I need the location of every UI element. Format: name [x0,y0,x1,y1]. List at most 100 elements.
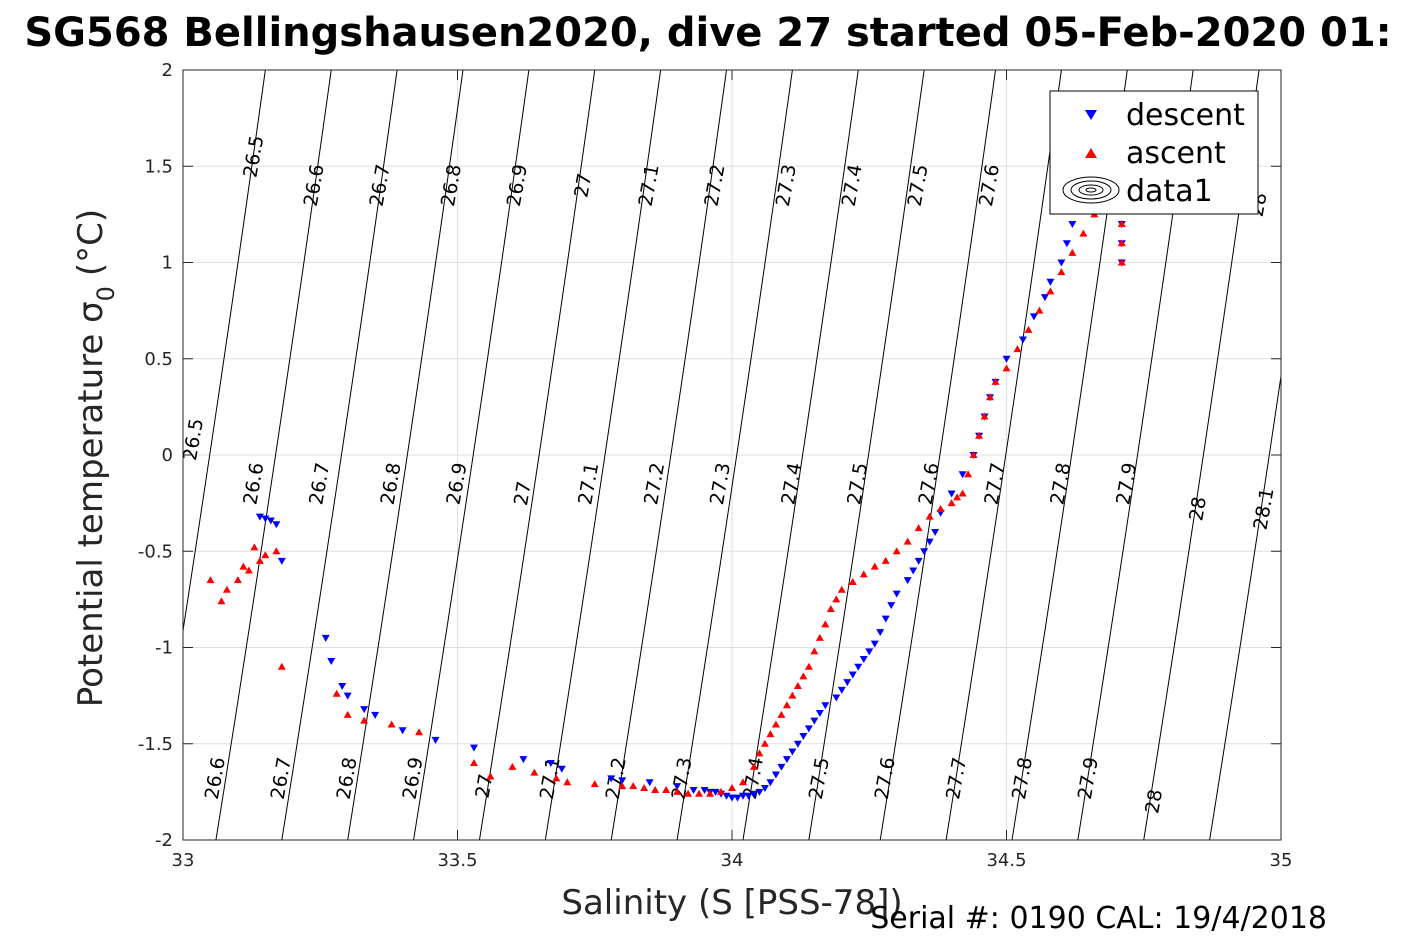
descent-point-40 [837,686,846,694]
descent-point-47 [793,740,802,748]
ascent-point-70 [387,720,396,728]
ascent-point-17 [980,412,989,420]
isopycnal-line-27.5 [808,70,925,840]
ascent-point-28 [892,547,901,555]
legend-label-ascent: ascent [1126,136,1226,171]
ascent-point-42 [788,691,797,699]
ascent-point-29 [881,556,890,564]
contour-label-44: 28 [1141,788,1167,816]
isopycnal-line-27.3 [676,70,793,840]
ascent-point-51 [728,784,736,792]
isopycnal-line-27.1 [544,70,662,840]
y-tick-label-4: 0 [162,445,173,466]
descent-point-58 [733,794,742,802]
descent-point-36 [859,656,868,664]
descent-point-52 [766,779,775,787]
descent-point-10 [1057,259,1066,267]
descent-point-31 [887,602,896,610]
descent-point-12 [1040,294,1049,302]
descent-point-76 [371,711,380,719]
isopycnal-line-26.9 [413,70,530,840]
ascent-point-35 [826,605,835,612]
ascent-point-10 [1046,287,1055,295]
ascent-point-64 [552,774,561,782]
descent-point-83 [272,521,281,529]
ascent-point-14 [1002,364,1011,372]
isopycnal-line-27.2 [610,70,728,840]
ascent-point-66 [508,762,517,770]
ascent-point-52 [717,787,726,795]
x-tick-label-3: 34.5 [986,850,1026,871]
ascent-point-32 [848,578,857,586]
isopycnal-line-26.6 [215,70,332,840]
ascent-point-56 [673,787,682,795]
ascent-point-53 [706,789,715,797]
descent-point-8 [1068,221,1077,228]
descent-point-54 [755,788,764,796]
descent-point-75 [398,727,407,735]
descent-point-42 [821,702,830,710]
descent-point-26 [920,548,929,556]
descent-point-65 [689,786,698,794]
ascent-point-62 [590,780,599,788]
ascent-point-49 [749,762,758,770]
x-tick-label-4: 35 [1270,850,1293,871]
series-ascent [206,185,1126,797]
ascent-point-23 [947,499,956,507]
legend-entry-data1: data1 [1062,174,1213,209]
ascent-point-12 [1024,325,1033,333]
ascent-point-84 [206,576,215,584]
ascent-point-80 [239,562,248,570]
ascent-point-67 [486,772,495,780]
isopycnal-line-27.4 [742,70,859,840]
ascent-point-61 [618,782,627,790]
isopycnal-line-26.5 [183,70,266,634]
descent-point-38 [848,671,857,679]
ascent-point-8 [1068,248,1077,256]
ascent-point-26 [914,524,923,532]
ascent-point-25 [925,512,934,520]
descent-point-85 [261,515,270,523]
ascent-point-0 [1117,258,1126,266]
descent-point-51 [771,771,780,779]
contour-label-18: 27 [510,480,536,508]
contour-label-5: 27 [570,172,596,200]
descent-point-32 [881,615,890,623]
descent-point-27 [914,557,923,565]
y-axis-label-unit: (°C) [71,209,111,276]
descent-point-70 [557,765,566,773]
descent-point-29 [903,577,912,585]
descent-point-79 [338,683,347,690]
legend-box [1049,90,1259,215]
ascent-point-18 [975,431,984,439]
descent-point-67 [645,779,654,787]
isopycnal-line-26.8 [347,70,464,840]
ascent-point-50 [738,778,747,786]
descent-point-55 [749,790,758,798]
x-axis-label: Salinity (S [PSS-78]) [561,883,902,923]
ascent-point-20 [964,470,973,478]
descent-point-48 [788,748,797,756]
legend-label-data1: data1 [1126,174,1213,209]
descent-point-41 [832,694,841,702]
legend-marker-descent [1085,110,1097,120]
descent-point-44 [810,717,819,725]
ascent-point-75 [272,547,281,555]
ascent-point-47 [760,739,769,747]
descent-point-11 [1046,278,1055,286]
x-axis-ticks: 33 33.5 34 34.5 35 [172,70,1293,871]
descent-point-30 [892,590,901,598]
descent-point-43 [815,709,824,717]
data-series [206,178,1126,802]
descent-point-59 [728,794,736,802]
descent-point-73 [469,744,478,752]
ascent-point-55 [684,789,693,797]
y-tick-label-3: -0.5 [138,541,173,562]
isopycnal-line-27 [478,70,596,840]
ascent-point-19 [969,451,978,458]
ascent-point-38 [810,647,819,655]
descent-point-37 [854,663,863,671]
descent-point-46 [799,733,808,741]
y-axis-label-main: Potential temperature σ [71,301,111,707]
